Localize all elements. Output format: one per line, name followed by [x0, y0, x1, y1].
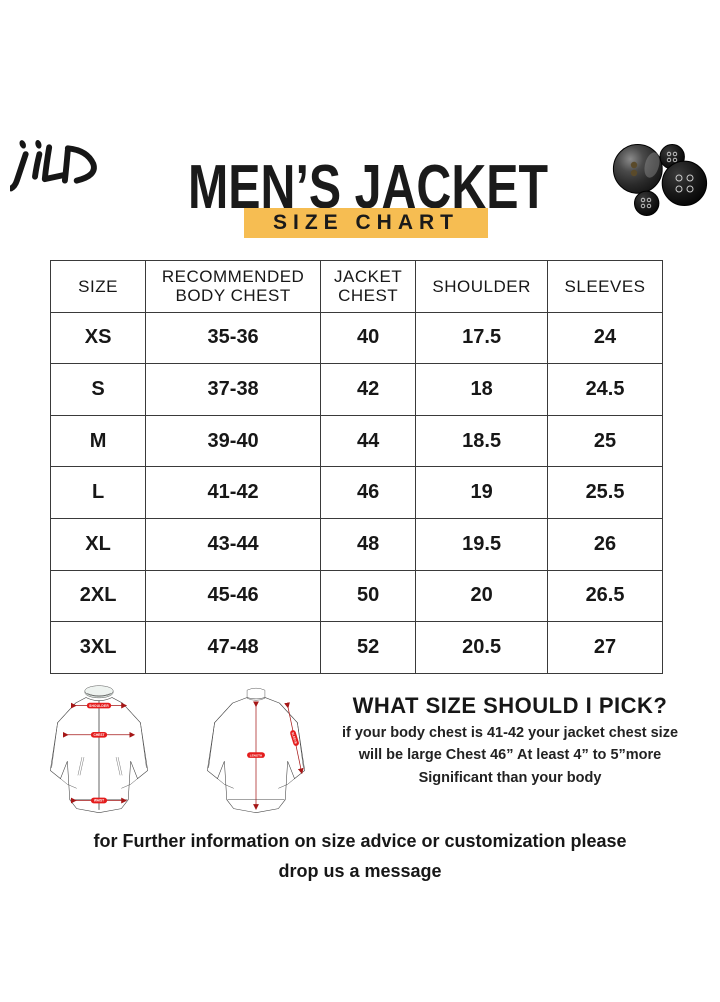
- svg-text:WAIST: WAIST: [94, 799, 104, 803]
- svg-text:SHOULDER: SHOULDER: [89, 704, 109, 708]
- svg-text:LENGTH: LENGTH: [250, 753, 262, 757]
- svg-text:CHEST: CHEST: [94, 733, 105, 737]
